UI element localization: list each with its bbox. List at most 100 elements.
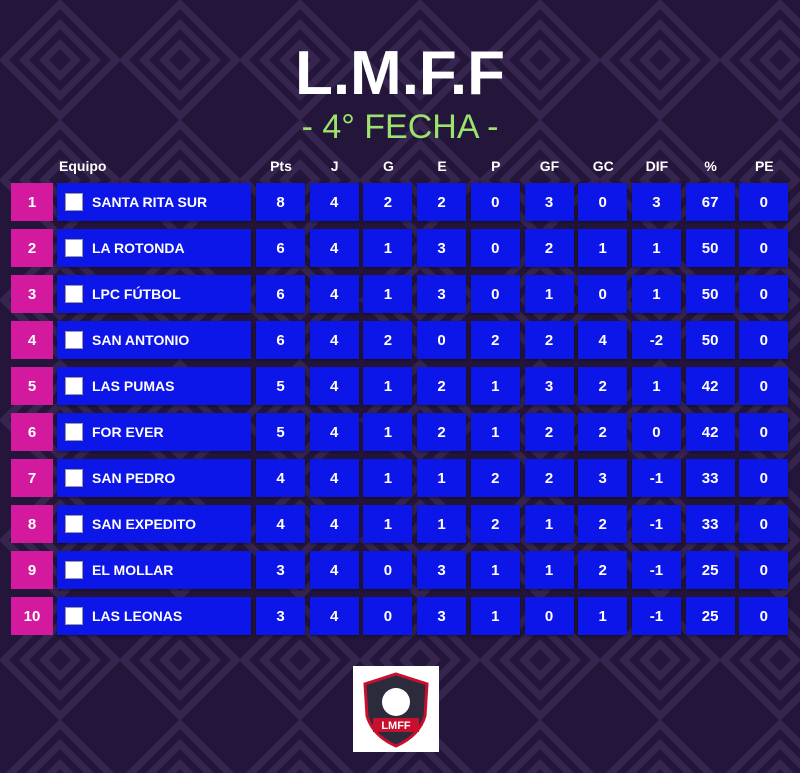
stat-cell: -1 xyxy=(631,597,681,635)
stat-cell: 0 xyxy=(363,551,413,589)
stat-cell: 4 xyxy=(578,321,628,359)
stat-cell: 2 xyxy=(470,459,520,497)
team-cell: SAN ANTONIO xyxy=(57,321,251,359)
column-header: PE xyxy=(754,158,774,174)
stat-cell: 25 xyxy=(685,597,735,635)
stat-cell: 2 xyxy=(363,183,413,221)
stat-cell: 0 xyxy=(363,597,413,635)
stat-cell: 1 xyxy=(631,367,681,405)
league-logo: LMFF xyxy=(353,666,439,752)
team-icon xyxy=(65,239,83,257)
stat-cell: 0 xyxy=(524,597,574,635)
stat-cell: 0 xyxy=(578,275,628,313)
stat-cell: 6 xyxy=(256,321,305,359)
stat-cell: 3 xyxy=(417,275,467,313)
team-name: SAN EXPEDITO xyxy=(92,516,196,532)
stat-cell: 0 xyxy=(739,275,789,313)
team-cell: EL MOLLAR xyxy=(57,551,251,589)
stat-cell: 3 xyxy=(417,551,467,589)
team-name: FOR EVER xyxy=(92,424,164,440)
stat-cell: 2 xyxy=(417,413,467,451)
stat-cell: 2 xyxy=(417,367,467,405)
stat-cell: 25 xyxy=(685,551,735,589)
stat-cell: 67 xyxy=(685,183,735,221)
position-cell: 6 xyxy=(11,413,53,451)
position-cell: 10 xyxy=(11,597,53,635)
stat-cell: 4 xyxy=(309,183,359,221)
stat-cell: 0 xyxy=(739,551,789,589)
stat-cell: 0 xyxy=(739,367,789,405)
stat-cell: 2 xyxy=(524,413,574,451)
team-cell: FOR EVER xyxy=(57,413,251,451)
stat-cell: 1 xyxy=(578,597,628,635)
team-icon xyxy=(65,561,83,579)
stat-cell: 2 xyxy=(524,229,574,267)
stat-cell: 2 xyxy=(578,367,628,405)
stat-cell: 1 xyxy=(578,229,628,267)
stat-cell: 33 xyxy=(685,459,735,497)
team-icon xyxy=(65,331,83,349)
stat-cell: 2 xyxy=(470,321,520,359)
stat-cell: 4 xyxy=(309,551,359,589)
column-header: J xyxy=(330,158,339,174)
team-cell: SAN PEDRO xyxy=(57,459,251,497)
stat-cell: 1 xyxy=(363,505,413,543)
column-header: G xyxy=(382,158,394,174)
stat-cell: 2 xyxy=(470,505,520,543)
team-cell: LPC FÚTBOL xyxy=(57,275,251,313)
stat-cell: 3 xyxy=(256,597,305,635)
stat-cell: 1 xyxy=(631,275,681,313)
stat-cell: 1 xyxy=(524,275,574,313)
team-icon xyxy=(65,469,83,487)
column-header: DIF xyxy=(645,158,669,174)
stat-cell: 4 xyxy=(309,321,359,359)
team-cell: SAN EXPEDITO xyxy=(57,505,251,543)
position-cell: 2 xyxy=(11,229,53,267)
column-header: Pts xyxy=(270,158,292,174)
team-name: EL MOLLAR xyxy=(92,562,174,578)
stat-cell: 50 xyxy=(685,229,735,267)
column-header: P xyxy=(491,158,501,174)
stat-cell: 1 xyxy=(363,229,413,267)
stat-cell: 0 xyxy=(470,229,520,267)
logo-text: LMFF xyxy=(381,720,411,732)
stat-cell: 5 xyxy=(256,367,305,405)
stat-cell: 0 xyxy=(470,183,520,221)
stat-cell: 6 xyxy=(256,275,305,313)
title: L.M.F.F xyxy=(294,39,506,108)
stat-cell: 0 xyxy=(470,275,520,313)
team-cell: LAS LEONAS xyxy=(57,597,251,635)
team-name: LPC FÚTBOL xyxy=(92,286,181,302)
stat-cell: 1 xyxy=(363,459,413,497)
stat-cell: 1 xyxy=(470,413,520,451)
stat-cell: 1 xyxy=(417,459,467,497)
position-cell: 8 xyxy=(11,505,53,543)
stat-cell: 2 xyxy=(578,551,628,589)
stat-cell: 3 xyxy=(524,367,574,405)
stat-cell: 0 xyxy=(739,597,789,635)
position-cell: 3 xyxy=(11,275,53,313)
team-name: LAS LEONAS xyxy=(92,608,183,624)
stat-cell: 0 xyxy=(631,413,681,451)
stat-cell: 5 xyxy=(256,413,305,451)
stat-cell: 0 xyxy=(739,183,789,221)
subtitle: - 4° FECHA - xyxy=(301,108,499,146)
team-cell: LAS PUMAS xyxy=(57,367,251,405)
stat-cell: 2 xyxy=(417,183,467,221)
stat-cell: 4 xyxy=(256,505,305,543)
position-cell: 4 xyxy=(11,321,53,359)
stat-cell: 3 xyxy=(524,183,574,221)
stat-cell: 0 xyxy=(417,321,467,359)
stat-cell: 0 xyxy=(739,229,789,267)
team-icon xyxy=(65,285,83,303)
stat-cell: 3 xyxy=(417,597,467,635)
stat-cell: 0 xyxy=(739,459,789,497)
stat-cell: 1 xyxy=(470,597,520,635)
stat-cell: -2 xyxy=(631,321,681,359)
team-icon xyxy=(65,423,83,441)
position-cell: 5 xyxy=(11,367,53,405)
stat-cell: 1 xyxy=(524,551,574,589)
stat-cell: 3 xyxy=(631,183,681,221)
stat-cell: 3 xyxy=(578,459,628,497)
stat-cell: 4 xyxy=(309,459,359,497)
